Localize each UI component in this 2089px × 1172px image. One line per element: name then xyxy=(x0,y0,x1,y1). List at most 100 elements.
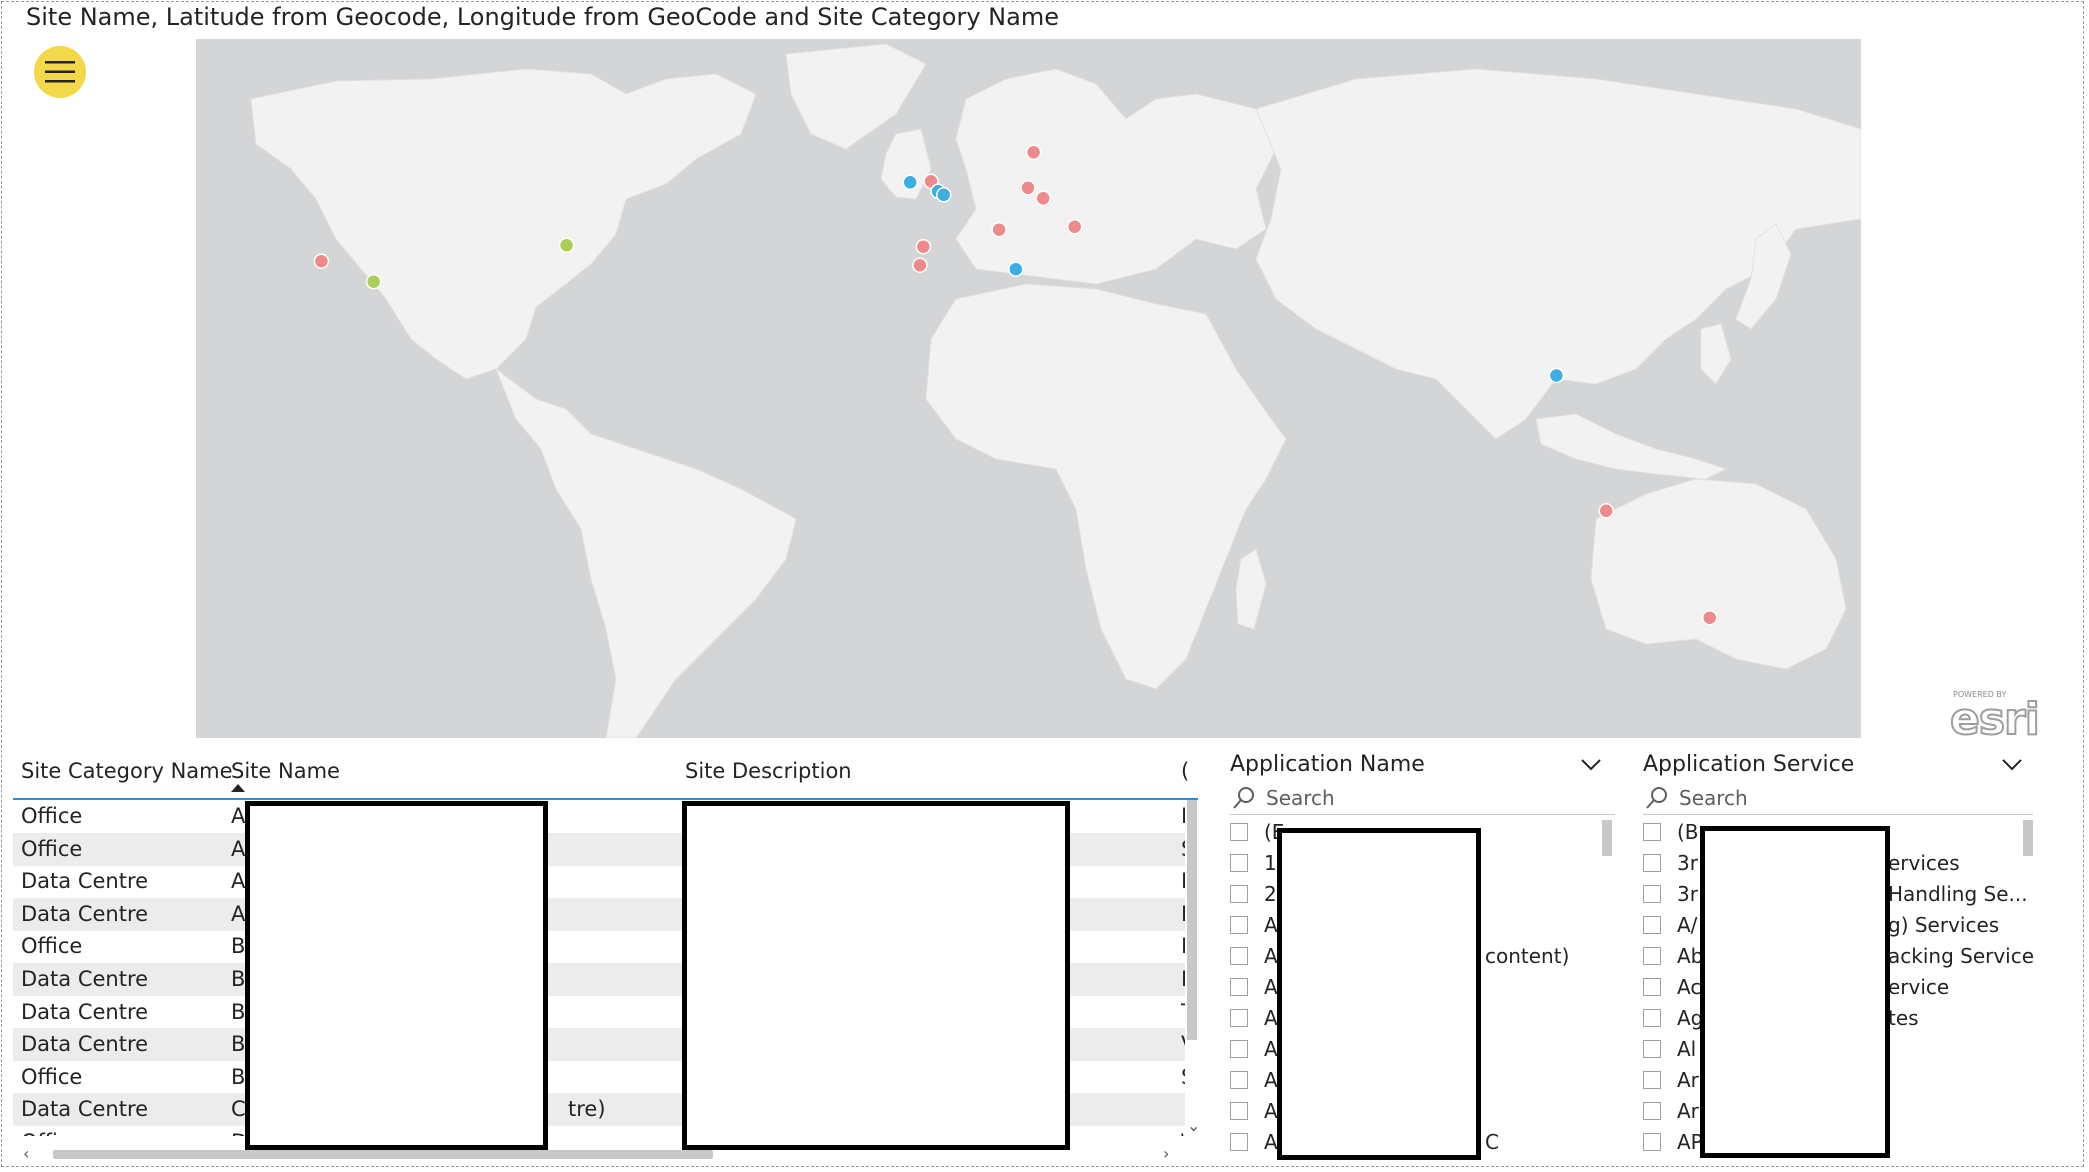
slicer-item[interactable]: AP xyxy=(1643,1130,2023,1160)
checkbox[interactable] xyxy=(1643,1040,1661,1058)
map-point-office[interactable] xyxy=(1020,180,1036,196)
map-point-office[interactable] xyxy=(1066,218,1083,235)
map-point-office[interactable] xyxy=(1598,503,1614,519)
checkbox[interactable] xyxy=(1230,1009,1248,1027)
south-america xyxy=(494,367,797,738)
checkbox[interactable] xyxy=(1230,1040,1248,1058)
cell-truncated-column: \ xyxy=(1181,1130,1185,1136)
map-point-other[interactable] xyxy=(365,273,382,290)
map-point-office[interactable] xyxy=(915,238,932,255)
checkbox[interactable] xyxy=(1643,1071,1661,1089)
checkbox[interactable] xyxy=(1230,978,1248,996)
checkbox[interactable] xyxy=(1643,885,1661,903)
slicer-item[interactable]: Ab acking Services xyxy=(1643,944,2033,975)
slicer-item[interactable]: A xyxy=(1230,1006,1610,1037)
slicer-item[interactable]: A/g) Services xyxy=(1643,913,2023,944)
cell-site-category: Office xyxy=(21,1064,83,1089)
checkbox[interactable] xyxy=(1643,854,1661,872)
vertical-scrollbar-thumb[interactable] xyxy=(1187,800,1197,1040)
world-map[interactable] xyxy=(196,39,1861,738)
slicer-item[interactable]: 2 xyxy=(1230,882,1610,913)
chevron-down-icon[interactable] xyxy=(1580,758,1602,772)
slicer-item[interactable]: 3r ervices xyxy=(1643,851,2023,882)
slicer-search-box[interactable]: Search xyxy=(1230,782,1615,815)
map-point-office[interactable] xyxy=(912,257,928,273)
checkbox[interactable] xyxy=(1643,978,1661,996)
slicer-item[interactable]: A xyxy=(1230,913,1610,944)
map-point-data-centre[interactable] xyxy=(1008,261,1024,277)
checkbox[interactable] xyxy=(1643,1009,1661,1027)
checkbox[interactable] xyxy=(1230,823,1248,841)
map-point-data-centre[interactable] xyxy=(902,174,918,191)
table-row[interactable]: Office A D xyxy=(13,800,1185,833)
scroll-down-icon[interactable]: ⌄ xyxy=(1187,1116,1201,1135)
map-point-office[interactable] xyxy=(1035,190,1051,207)
cell-truncated-column: E xyxy=(1181,967,1185,991)
col-header-site-category[interactable]: Site Category Name xyxy=(21,759,233,783)
slicer-item-label: 3r xyxy=(1677,851,1698,875)
slicer-item[interactable]: (B xyxy=(1643,820,2023,851)
hamburger-menu-button[interactable] xyxy=(34,46,86,98)
map-point-office[interactable] xyxy=(991,221,1007,238)
slicer-item[interactable]: A xyxy=(1230,1068,1610,1099)
chevron-down-icon[interactable] xyxy=(2001,758,2023,772)
slicer-item[interactable]: Ar xyxy=(1643,1068,2023,1099)
horizontal-scrollbar-thumb[interactable] xyxy=(53,1150,713,1159)
map-point-office[interactable] xyxy=(313,253,330,269)
slicer-item[interactable]: Ag tes xyxy=(1643,1006,2023,1037)
map-point-office[interactable] xyxy=(1025,144,1042,161)
slicer-scrollbar-thumb[interactable] xyxy=(1602,820,1612,856)
checkbox[interactable] xyxy=(1643,823,1661,841)
checkbox[interactable] xyxy=(1643,947,1661,965)
checkbox[interactable] xyxy=(1230,1102,1248,1120)
slicer-item-label: A xyxy=(1264,913,1278,937)
table-row[interactable]: Data Centre A I xyxy=(13,865,1185,898)
slicer-item-label: A xyxy=(1264,1006,1278,1030)
map-point-data-centre[interactable] xyxy=(935,187,952,203)
scroll-right-icon[interactable]: › xyxy=(1163,1144,1170,1163)
slicer-item[interactable]: A xyxy=(1230,1099,1610,1130)
slicer-item[interactable]: Ar xyxy=(1643,1099,2023,1130)
col-header-truncated[interactable]: ( xyxy=(1181,759,1190,783)
checkbox[interactable] xyxy=(1643,916,1661,934)
scroll-left-icon[interactable]: ‹ xyxy=(23,1144,30,1163)
map-visual[interactable] xyxy=(196,39,1861,738)
slicer-item[interactable]: Ac ervice xyxy=(1643,975,2023,1006)
cell-site-category: Data Centre xyxy=(21,1097,149,1122)
table-row[interactable]: Data Centre B T xyxy=(13,996,1185,1029)
redaction-box xyxy=(1277,828,1481,1160)
checkbox[interactable] xyxy=(1230,854,1248,872)
slicer-item-label: 2 xyxy=(1264,882,1277,906)
cell-truncated-column: L xyxy=(1181,902,1185,926)
table-row[interactable]: Office B E xyxy=(13,930,1185,963)
checkbox[interactable] xyxy=(1230,885,1248,903)
slicer-item[interactable]: 3r Handling Se... xyxy=(1643,882,2028,913)
slicer-item[interactable]: A xyxy=(1230,975,1610,1006)
checkbox[interactable] xyxy=(1230,947,1248,965)
col-header-site-name[interactable]: Site Name xyxy=(231,759,340,783)
slicer-item-label: 3r xyxy=(1677,882,1698,906)
slicer-search-box[interactable]: Search xyxy=(1643,782,2033,815)
checkbox[interactable] xyxy=(1230,1071,1248,1089)
table-row[interactable]: Office D \ xyxy=(13,1126,1185,1136)
col-header-site-description[interactable]: Site Description xyxy=(685,759,852,783)
europe xyxy=(955,68,1277,285)
slicer-item[interactable]: 1 xyxy=(1230,851,1610,882)
slicer-scrollbar-thumb[interactable] xyxy=(2023,820,2033,856)
checkbox[interactable] xyxy=(1230,1133,1248,1151)
checkbox[interactable] xyxy=(1643,1133,1661,1151)
table-row[interactable]: Office B S xyxy=(13,1061,1185,1094)
esri-logo: esri xyxy=(1949,693,2041,746)
cell-site-name: B xyxy=(231,1032,246,1057)
slicer-item[interactable]: A xyxy=(1230,1037,1610,1068)
map-point-other[interactable] xyxy=(558,237,575,253)
map-point-office[interactable] xyxy=(1701,609,1718,626)
cell-truncated-column: T xyxy=(1181,1000,1185,1024)
philippines xyxy=(1700,323,1732,385)
slicer-item[interactable]: Al xyxy=(1643,1037,2023,1068)
checkbox[interactable] xyxy=(1643,1102,1661,1120)
map-point-data-centre[interactable] xyxy=(1548,367,1565,384)
checkbox[interactable] xyxy=(1230,916,1248,934)
